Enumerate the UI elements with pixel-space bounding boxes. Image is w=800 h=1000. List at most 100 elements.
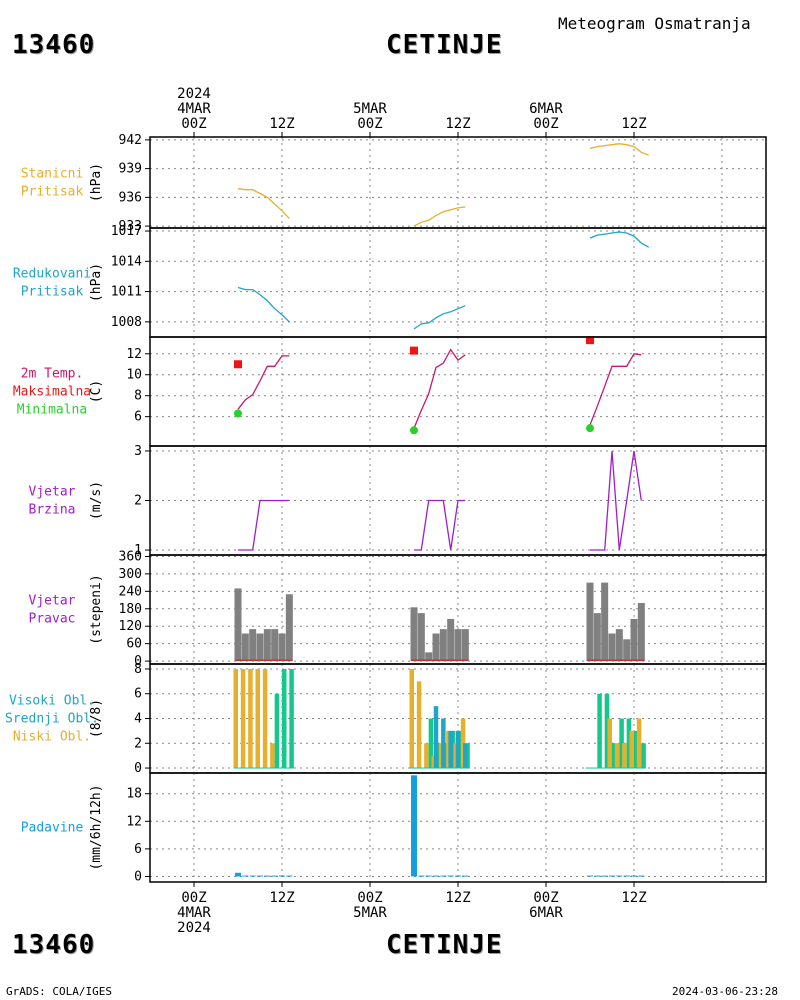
wind-dir-bar	[241, 633, 249, 662]
footer-credit: GrADS: COLA/IGES	[6, 985, 112, 998]
top-time-label: 12Z	[269, 116, 294, 132]
tmax-point	[410, 346, 418, 355]
bottom-time-label: 2024	[177, 920, 211, 936]
y-tick-label: 6	[134, 687, 142, 702]
wind-dir-bar	[601, 582, 609, 662]
bottom-time-label: 6MAR	[529, 905, 563, 921]
y-tick-label: 12	[126, 814, 142, 829]
y-axis-label: (m/s)	[89, 481, 104, 520]
wind-dir-bar	[234, 588, 242, 662]
mid-cloud-bar	[641, 743, 646, 769]
mid-cloud-bar	[282, 668, 287, 769]
y-axis-label: (C)	[89, 380, 104, 403]
panel-label: Pritisak	[21, 185, 84, 200]
precip-bar	[411, 775, 417, 877]
panel-label: Visoki Obl.	[9, 694, 95, 709]
temp-series-line	[237, 355, 290, 410]
precip-bar	[425, 875, 432, 877]
precip-bar	[447, 875, 454, 877]
high-cloud-bar	[463, 743, 468, 769]
bottom-time-label: 12Z	[445, 890, 470, 906]
mid-cloud-bar	[274, 693, 280, 769]
wind-dir-bar	[417, 613, 425, 662]
low-cloud-bar	[255, 668, 260, 769]
wind-dir-bar	[630, 618, 638, 662]
wind-dir-bar	[608, 633, 616, 662]
precip-bar	[455, 875, 461, 877]
station-id-bottom: 13460	[12, 930, 96, 960]
y-tick-label: 936	[119, 190, 142, 205]
high-cloud-bar	[448, 730, 453, 769]
tmax-point	[586, 336, 594, 345]
y-tick-label: 1008	[111, 315, 142, 330]
tmax-point	[234, 360, 242, 369]
y-tick-label: 0	[134, 761, 142, 776]
top-time-label: 00Z	[181, 116, 206, 132]
y-tick-label: 1014	[111, 254, 142, 269]
tmin-point	[410, 426, 418, 435]
wind-dir-bar	[285, 594, 293, 662]
y-axis-label: (stepeni)	[89, 574, 104, 644]
station-name-bottom: CETINJE	[386, 930, 503, 960]
y-axis-label: (hPa)	[89, 163, 104, 202]
low-cloud-bar	[262, 668, 268, 769]
tmin-point	[586, 424, 594, 433]
station-name-top: CETINJE	[386, 30, 503, 60]
y-tick-label: 6	[134, 410, 142, 425]
precip-bar	[616, 875, 623, 877]
y-tick-label: 0	[134, 869, 142, 884]
wind_speed-series-line	[238, 499, 290, 551]
low-cloud-bar	[629, 730, 634, 769]
bottom-time-label: 00Z	[533, 890, 558, 906]
mid-cloud-bar	[597, 693, 602, 769]
stanicni-series-line	[237, 188, 290, 219]
precip-bar	[440, 875, 447, 877]
low-cloud-bar	[240, 668, 246, 769]
wind-dir-bar	[271, 629, 279, 662]
low-cloud-bar	[248, 668, 253, 769]
top-time-label: 12Z	[621, 116, 646, 132]
y-tick-label: 0	[134, 654, 142, 669]
top-time-label: 00Z	[533, 116, 558, 132]
low-cloud-bar	[409, 668, 414, 769]
top-time-label: 00Z	[357, 116, 382, 132]
y-tick-label: 10	[126, 368, 142, 383]
precip-bar	[587, 875, 593, 877]
station-id-top: 13460	[12, 30, 96, 60]
y-tick-label: 933	[119, 219, 142, 234]
bottom-time-label: 00Z	[181, 890, 206, 906]
wind-dir-bar	[623, 639, 631, 662]
wind-dir-bar	[615, 629, 623, 662]
wind-dir-bar	[278, 633, 286, 662]
precip-bar	[623, 875, 630, 877]
mid-cloud-bar	[619, 718, 624, 769]
bottom-time-label: 00Z	[357, 890, 382, 906]
wind-dir-bar	[454, 629, 462, 662]
y-tick-label: 8	[134, 662, 142, 677]
wind-dir-bar	[447, 618, 455, 662]
y-axis-label: (8/8)	[89, 699, 104, 738]
wind-dir-bar	[425, 652, 433, 662]
redukovani-series-line	[237, 286, 290, 323]
temp-series-line	[589, 353, 642, 426]
top-time-label: 6MAR	[529, 101, 563, 117]
y-tick-label: 939	[119, 162, 142, 177]
y-tick-label: 3	[134, 444, 142, 459]
y-tick-label: 942	[119, 133, 142, 148]
precip-bar	[418, 875, 425, 877]
panel-label: Vjetar	[29, 485, 76, 500]
precip-bar	[631, 875, 637, 877]
low-cloud-bar	[622, 743, 627, 769]
low-cloud-bar	[416, 681, 422, 769]
y-axis-label: (hPa)	[89, 263, 104, 302]
y-tick-label: 6	[134, 842, 142, 857]
panel-label: Pravac	[29, 612, 76, 627]
wind-dir-bar	[256, 633, 264, 662]
bottom-time-label: 12Z	[621, 890, 646, 906]
panel-label: Srednji Obl.	[5, 712, 99, 727]
mid-cloud-bar	[634, 730, 639, 769]
stanicni-series-line	[589, 143, 649, 156]
low-cloud-bar	[636, 718, 642, 769]
y-tick-label: 240	[119, 584, 142, 599]
